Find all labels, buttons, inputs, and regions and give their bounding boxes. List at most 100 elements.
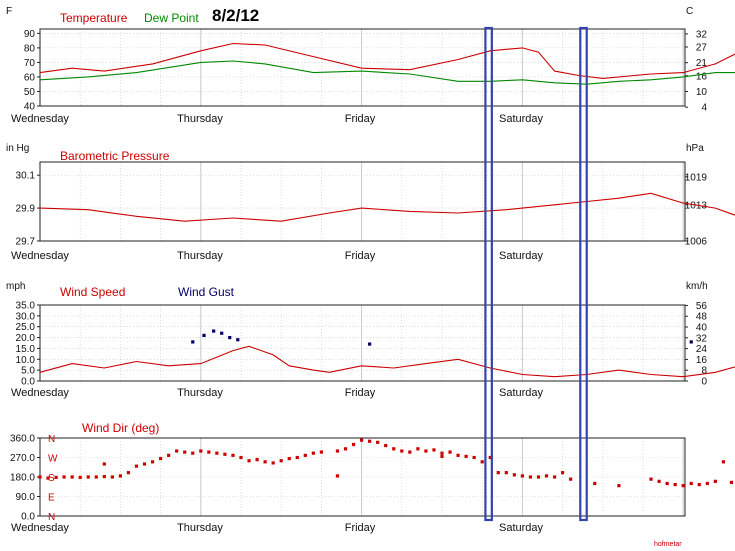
data-point: [432, 448, 436, 452]
y-tick-label: 15.0: [16, 344, 36, 355]
plot-frame: [39, 304, 686, 382]
y-tick-label: 10.0: [16, 355, 36, 366]
series-wind-gust: [191, 329, 693, 346]
y-tick-label: 90.0: [16, 492, 36, 503]
right-tick-label: 16: [696, 355, 708, 366]
series-temperature: [39, 42, 735, 79]
day-label: Friday: [345, 250, 376, 262]
data-point: [681, 484, 685, 488]
plot-frame: [39, 28, 686, 107]
data-point: [351, 442, 356, 447]
data-point: [94, 475, 98, 479]
left-unit-label: mph: [6, 281, 25, 292]
day-label: Thursday: [177, 250, 223, 262]
data-point: [70, 475, 74, 479]
y-tick-label: 70: [24, 58, 36, 69]
y-tick-label: 60: [24, 72, 36, 83]
data-point: [657, 479, 661, 483]
data-point: [118, 474, 122, 478]
chart-title-part: Dew Point: [144, 11, 199, 25]
data-point: [191, 451, 195, 455]
data-point: [705, 481, 709, 486]
data-point: [335, 474, 340, 478]
series-wind-speed: [39, 345, 735, 378]
y-tick-label: 30.1: [16, 171, 36, 182]
panel-1: 40 50 60 70 80 90 4 10 16 21 27 32 F C Temperature Dew …: [6, 6, 735, 125]
y-tick-label: 270.0: [10, 453, 35, 464]
right-tick-label: 32: [696, 29, 708, 40]
series-line: [39, 42, 735, 79]
day-label: Saturday: [499, 113, 544, 125]
data-point: [335, 449, 340, 453]
right-unit-label: km/h: [686, 281, 708, 292]
data-point: [183, 450, 187, 454]
y-tick-label: 30.0: [16, 311, 36, 322]
chart-title-part: Temperature: [60, 11, 128, 25]
data-point: [38, 475, 42, 479]
series-barometric-pressure: [39, 192, 735, 222]
data-point: [376, 440, 380, 444]
data-point: [569, 477, 573, 481]
data-point: [102, 474, 106, 479]
highlight-bands: [484, 26, 588, 522]
data-point: [110, 475, 114, 479]
day-label: Wednesday: [11, 522, 69, 534]
data-point: [159, 456, 163, 461]
compass-label: E: [48, 493, 55, 504]
right-tick-label: 16: [696, 71, 708, 82]
left-unit-label: in Hg: [6, 143, 29, 154]
chart-panels: 40 50 60 70 80 90 4 10 16 21 27 32 F C Temperature Dew …: [6, 6, 735, 534]
compass-label: W: [48, 454, 58, 465]
data-point: [207, 450, 211, 454]
highlight-band: [484, 26, 493, 522]
data-point: [528, 475, 533, 479]
data-point: [311, 451, 315, 455]
series-line: [39, 345, 735, 378]
right-tick-label: 10: [696, 87, 708, 98]
data-point: [223, 452, 227, 456]
data-point: [236, 338, 240, 342]
y-tick-label: 0.0: [21, 377, 35, 388]
data-point: [561, 471, 565, 475]
data-point: [360, 438, 364, 442]
right-tick-label: 8: [701, 366, 707, 377]
data-point: [239, 455, 243, 460]
data-point: [729, 480, 734, 485]
data-point: [231, 453, 235, 457]
right-tick-label: 1019: [685, 172, 708, 183]
y-tick-label: 180.0: [10, 473, 35, 484]
day-label: Thursday: [177, 387, 223, 399]
y-tick-label: 360.0: [10, 434, 35, 445]
data-point: [504, 471, 508, 475]
date-label: 8/2/12: [212, 6, 259, 25]
data-point: [697, 482, 701, 487]
right-tick-label: 56: [696, 301, 708, 312]
data-point: [440, 451, 444, 455]
data-point: [472, 455, 476, 460]
day-label: Friday: [345, 113, 376, 125]
credit-label: hofmetar: [654, 541, 682, 548]
right-tick-label: 32: [696, 333, 708, 344]
right-tick-label: 24: [696, 344, 708, 355]
data-point: [400, 449, 404, 453]
data-point: [424, 449, 428, 453]
compass-label: S: [48, 473, 55, 484]
highlight-band-rect: [484, 26, 493, 522]
right-tick-label: 4: [701, 103, 707, 114]
data-point: [368, 342, 372, 346]
right-tick-label: 1006: [685, 237, 708, 248]
chart-title: Barometric Pressure: [60, 149, 170, 163]
data-point: [255, 458, 259, 462]
data-point: [448, 450, 452, 454]
y-tick-label: 50: [24, 87, 36, 98]
data-point: [384, 443, 388, 448]
y-tick-label: 20.0: [16, 333, 36, 344]
data-point: [456, 453, 460, 457]
data-point: [593, 481, 597, 486]
data-point: [263, 460, 267, 464]
data-point: [368, 439, 372, 443]
data-point: [199, 449, 203, 453]
chart-title-part: Wind Gust: [178, 285, 235, 299]
data-point: [343, 447, 348, 451]
